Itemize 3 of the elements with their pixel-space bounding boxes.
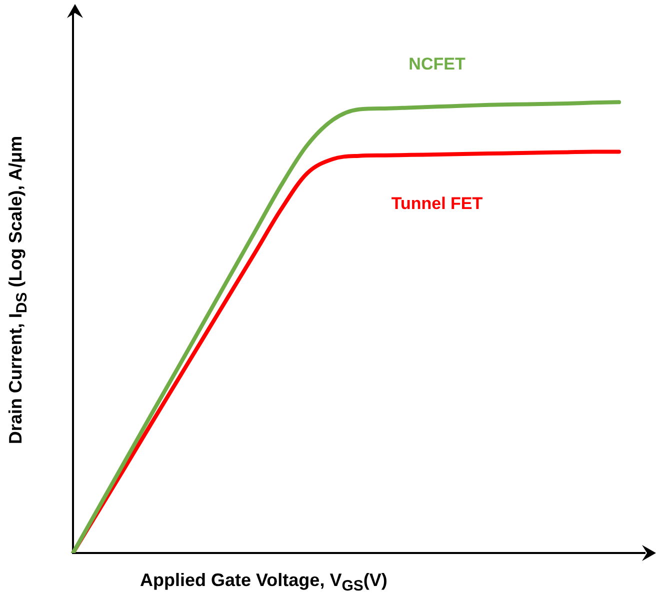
x-axis-title: Applied Gate Voltage, V$_{GS}$(V) [140,570,388,595]
series-label: NCFET [408,54,466,74]
text: Tunnel FET [391,194,484,214]
